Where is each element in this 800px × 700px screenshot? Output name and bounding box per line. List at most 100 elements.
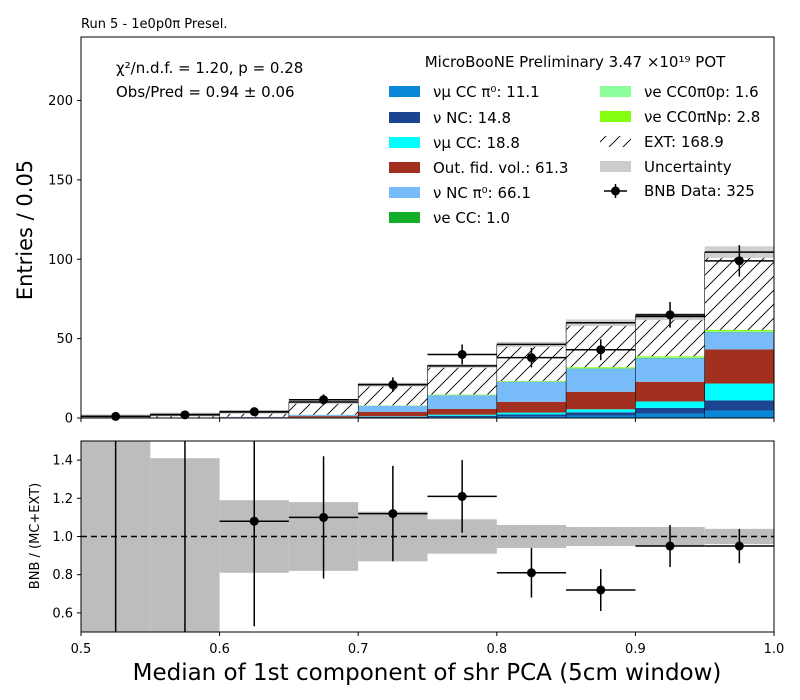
run-label: Run 5 - 1e0p0π Presel. xyxy=(81,17,228,32)
bar-series-2-bin-8 xyxy=(635,401,705,408)
top-ytick-label-2: 100 xyxy=(48,253,73,268)
legend-swatch-1 xyxy=(389,112,420,123)
bar-series-2-bin-6 xyxy=(496,412,567,415)
legend-label-5: νe CC: 1.0 xyxy=(433,209,510,227)
legend-label-8: EXT: 168.9 xyxy=(644,133,724,151)
bar-series-3-bin-9 xyxy=(704,349,774,384)
xtick-label-3: 0.8 xyxy=(486,642,507,657)
data-point-6 xyxy=(526,353,536,363)
ratio-point-3 xyxy=(319,512,329,522)
top-ytick-label-3: 150 xyxy=(48,173,73,188)
chi2-stat: χ²/n.d.f. = 1.20, p = 0.28 xyxy=(116,59,303,77)
ratio-point-4 xyxy=(388,509,398,519)
bar-series-3-bin-7 xyxy=(566,391,636,410)
legend-label-4: ν NC π⁰: 66.1 xyxy=(433,184,531,202)
top-y-axis-label: Entries / 0.05 xyxy=(13,160,37,300)
top-axes-frame xyxy=(80,36,775,419)
bar-series-0-bin-9 xyxy=(704,410,774,418)
data-point-5 xyxy=(457,350,467,359)
ratio-panel: 0.6 0.8 1.0 1.2 1.4 0.5 0.6 0.7 0.8 0.9 1.0 xyxy=(52,440,785,657)
legend-label-0: νμ CC π⁰: 11.1 xyxy=(433,83,540,101)
bar-series-6-bin-8 xyxy=(635,357,705,358)
ratio-point-6 xyxy=(526,568,536,578)
legend-data-marker xyxy=(611,186,620,196)
ratio-y-axis-label: BNB / (MC+EXT) xyxy=(28,483,43,589)
bar-series-4-bin-5 xyxy=(427,395,497,409)
bar-series-3-bin-5 xyxy=(427,408,497,415)
bar-series-1-bin-9 xyxy=(704,400,774,411)
x-axis-label: Median of 1st component of shr PCA (5cm … xyxy=(133,660,722,686)
ratio-band-bin-7 xyxy=(566,526,636,547)
legend-label-7: νe CC0πNp: 2.8 xyxy=(644,108,760,126)
bar-series-8-bin-5 xyxy=(427,365,497,395)
ratio-ytick-label-4: 1.4 xyxy=(52,454,73,469)
bar-series-7-bin-8 xyxy=(635,356,705,358)
bar-series-4-bin-6 xyxy=(496,381,567,402)
legend-swatch-uncertainty xyxy=(600,161,631,172)
bar-series-4-bin-7 xyxy=(566,368,636,392)
ratio-ytick-label-2: 1.0 xyxy=(52,530,73,545)
legend-swatch-7 xyxy=(600,111,631,122)
ratio-point-9 xyxy=(734,541,744,551)
bar-series-3-bin-6 xyxy=(496,401,567,413)
data-point-3 xyxy=(319,395,329,405)
bar-series-7-bin-7 xyxy=(566,367,636,368)
ratio-ytick-label-1: 0.8 xyxy=(52,568,73,583)
legend-swatch-5 xyxy=(389,212,420,223)
legend-swatch-8 xyxy=(600,136,631,147)
bar-series-2-bin-9 xyxy=(704,383,774,401)
bar-series-3-bin-8 xyxy=(635,381,705,402)
bar-series-0-bin-8 xyxy=(635,413,705,418)
bar-series-0-bin-6 xyxy=(496,416,567,418)
legend-swatch-4 xyxy=(389,187,420,198)
bar-series-1-bin-5 xyxy=(427,415,497,418)
bar-series-3-bin-3 xyxy=(288,416,359,418)
chart-title: MicroBooNE Preliminary 3.47 ×10¹⁹ POT xyxy=(425,53,726,71)
xtick-label-1: 0.6 xyxy=(209,642,230,657)
bar-series-4-bin-4 xyxy=(358,405,428,412)
bar-series-1-bin-4 xyxy=(358,416,428,418)
legend-label-2: νμ CC: 18.8 xyxy=(433,134,520,152)
ratio-point-5 xyxy=(457,491,467,501)
bar-series-8-bin-3 xyxy=(288,401,359,415)
bar-series-1-bin-6 xyxy=(496,414,567,417)
obs-pred-stat: Obs/Pred = 0.94 ± 0.06 xyxy=(116,83,295,101)
data-point-4 xyxy=(388,380,398,390)
bar-series-7-bin-9 xyxy=(704,329,774,332)
bar-series-3-bin-4 xyxy=(358,411,428,417)
bar-series-0-bin-7 xyxy=(566,415,636,418)
xtick-label-4: 0.9 xyxy=(625,642,646,657)
bar-series-8-bin-4 xyxy=(358,384,428,406)
bar-series-6-bin-9 xyxy=(704,331,774,332)
xtick-label-5: 1.0 xyxy=(764,642,785,657)
data-point-0 xyxy=(111,411,121,421)
bar-series-4-bin-9 xyxy=(704,332,774,350)
bar-series-4-bin-8 xyxy=(635,358,705,382)
legend-swatch-2 xyxy=(389,137,420,148)
bar-series-2-bin-7 xyxy=(566,409,636,413)
bar-series-1-bin-8 xyxy=(635,407,705,414)
data-point-2 xyxy=(249,407,259,417)
legend-label-uncertainty: Uncertainty xyxy=(644,158,732,176)
data-point-8 xyxy=(665,310,675,320)
legend-label-6: νe CC0π0p: 1.6 xyxy=(644,83,759,101)
stack-plot-area xyxy=(81,246,774,418)
ratio-point-2 xyxy=(249,516,259,526)
legend-swatch-0 xyxy=(389,86,420,97)
data-point-9 xyxy=(734,256,744,266)
ratio-point-7 xyxy=(596,585,606,595)
bar-series-1-bin-7 xyxy=(566,412,636,416)
ratio-plot-area xyxy=(81,441,774,632)
top-ytick-label-4: 200 xyxy=(48,94,73,109)
legend-swatch-6 xyxy=(600,86,631,97)
ratio-ytick-label-0: 0.6 xyxy=(52,606,73,621)
legend-swatch-3 xyxy=(389,162,420,173)
legend-label-3: Out. fid. vol.: 61.3 xyxy=(433,159,568,177)
ratio-ytick-label-3: 1.2 xyxy=(52,492,73,507)
top-ytick-label-1: 50 xyxy=(56,332,73,347)
data-point-7 xyxy=(596,345,606,355)
bar-series-2-bin-5 xyxy=(427,414,497,416)
xtick-label-2: 0.7 xyxy=(348,642,369,657)
